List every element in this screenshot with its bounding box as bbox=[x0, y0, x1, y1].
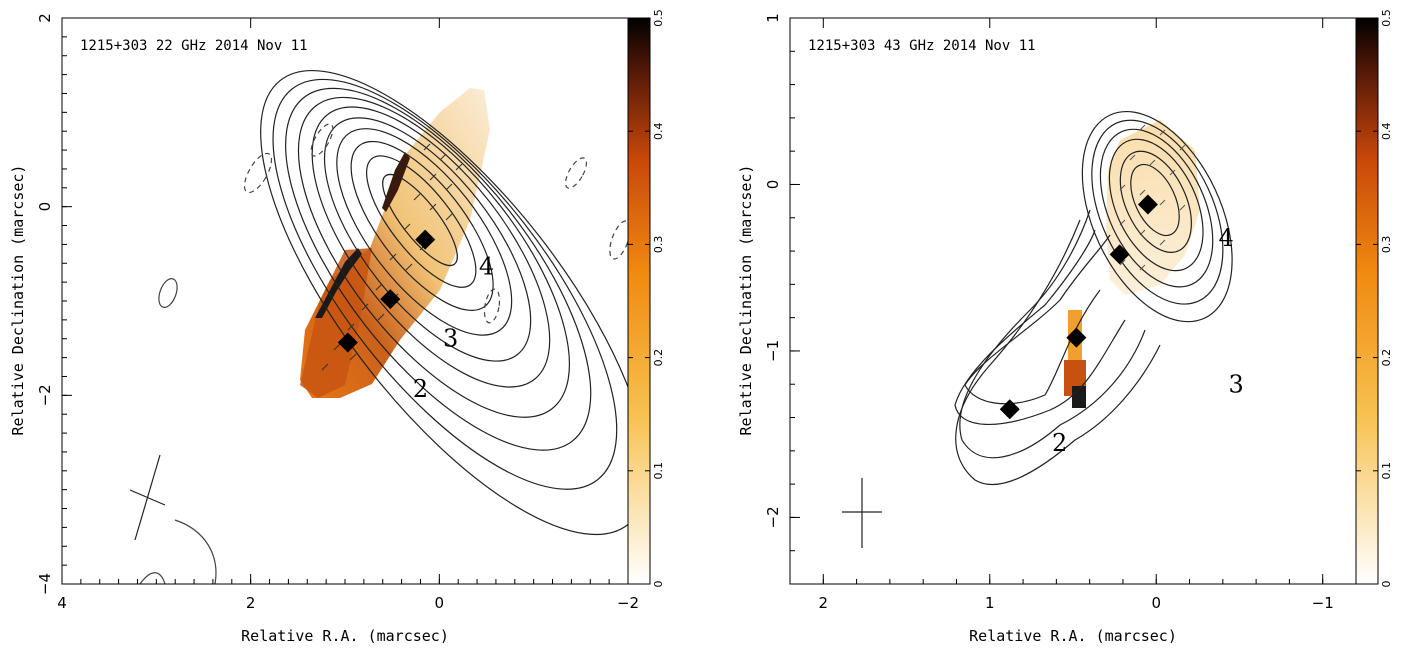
x-tick-label: 0 bbox=[435, 594, 445, 612]
panel-title: 1215+303 22 GHz 2014 Nov 11 bbox=[80, 38, 308, 54]
axes: 4 2 0 −2 2 0 −2 −4 bbox=[36, 13, 639, 612]
polarization-vectors bbox=[321, 143, 463, 371]
polarization-vectors bbox=[1119, 124, 1186, 271]
contour-labels: 4 32 bbox=[413, 253, 494, 404]
colorbar-tick-label: 0.5 bbox=[1380, 9, 1393, 27]
colorbar-tick-label: 0.1 bbox=[652, 462, 665, 480]
colorbar-tick-label: 0.3 bbox=[652, 236, 665, 254]
colorbar-tick-label: 0.1 bbox=[1380, 462, 1393, 480]
component-marker bbox=[415, 229, 436, 250]
x-axis-label: Relative R.A. (marcsec) bbox=[241, 627, 449, 645]
colorbar: 0 0.1 0.2 0.3 0.4 0.5 bbox=[1355, 9, 1393, 588]
y-tick-label: −2 bbox=[36, 384, 54, 406]
contour-labels: 4 3 2 bbox=[1052, 224, 1244, 457]
panel-22ghz: 4 2 0 −220−2−4 432 00.10.20.30.40.5 1215+30… bbox=[9, 9, 665, 645]
component-markers bbox=[999, 194, 1158, 420]
polarization-fraction-map bbox=[1064, 120, 1200, 408]
y-tick-label: 2 bbox=[36, 13, 54, 23]
beam bbox=[129, 454, 166, 541]
x-tick-label: −2 bbox=[617, 594, 639, 612]
y-tick-label: 0 bbox=[764, 180, 782, 190]
component-marker bbox=[337, 332, 358, 353]
y-tick-label: −1 bbox=[764, 340, 782, 362]
colorbar: 0 0.1 0.2 0.3 0.4 0.5 bbox=[627, 9, 665, 588]
x-tick-label: 1 bbox=[985, 594, 995, 612]
colorbar-tick-label: 0.2 bbox=[1380, 349, 1393, 367]
axes: 2 1 0 −1 1 0 −1 −2 bbox=[764, 13, 1357, 612]
y-axis-label: Relative Declination (marcsec) bbox=[737, 165, 755, 436]
component-marker bbox=[1066, 327, 1087, 348]
colorbar-gradient bbox=[1355, 17, 1379, 585]
colorbar-gradient bbox=[627, 17, 651, 585]
x-axis-label: Relative R.A. (marcsec) bbox=[969, 627, 1177, 645]
x-tick-label: 0 bbox=[1151, 594, 1161, 612]
y-tick-label: 0 bbox=[36, 202, 54, 212]
plot-frame bbox=[789, 17, 1357, 585]
component-marker bbox=[380, 289, 401, 310]
y-tick-label: −2 bbox=[764, 506, 782, 528]
colorbar-tick-label: 0 bbox=[1380, 581, 1393, 588]
colorbar-tick-label: 0.2 bbox=[652, 349, 665, 367]
y-tick-label: 1 bbox=[764, 13, 782, 23]
beam bbox=[842, 478, 882, 548]
contours bbox=[954, 110, 1233, 485]
colorbar-tick-label: 0.3 bbox=[1380, 236, 1393, 254]
colorbar-tick-label: 0.4 bbox=[652, 122, 665, 140]
x-tick-label: 4 bbox=[57, 594, 67, 612]
x-tick-label: 2 bbox=[246, 594, 256, 612]
contour-label: 2 bbox=[413, 375, 428, 403]
contour-label: 4 bbox=[1219, 224, 1234, 252]
contours bbox=[139, 69, 628, 584]
contour-label: 3 bbox=[1229, 371, 1244, 399]
y-tick-label: −4 bbox=[36, 573, 54, 595]
panel-title: 1215+303 43 GHz 2014 Nov 11 bbox=[808, 38, 1036, 54]
contour-label: 2 bbox=[1052, 429, 1067, 457]
x-tick-label: 2 bbox=[819, 594, 829, 612]
component-markers bbox=[337, 229, 436, 353]
component-marker bbox=[999, 399, 1020, 420]
contour-label: 4 bbox=[479, 253, 494, 281]
component-marker bbox=[1109, 244, 1130, 265]
x-tick-label: −1 bbox=[1312, 594, 1334, 612]
colorbar-tick-label: 0.5 bbox=[652, 9, 665, 27]
contour-label: 3 bbox=[443, 324, 458, 352]
y-axis-label: Relative Declination (marcsec) bbox=[9, 165, 27, 436]
colorbar-tick-label: 0.4 bbox=[1380, 122, 1393, 140]
colorbar-tick-label: 0 bbox=[652, 581, 665, 588]
component-marker bbox=[1137, 194, 1158, 215]
panel-43ghz: 2 1 0 −1 1 0 −1 −2 4 3 2 0 0.1 0.2 0.3 0.4 0.5 1215+30… bbox=[737, 9, 1393, 645]
